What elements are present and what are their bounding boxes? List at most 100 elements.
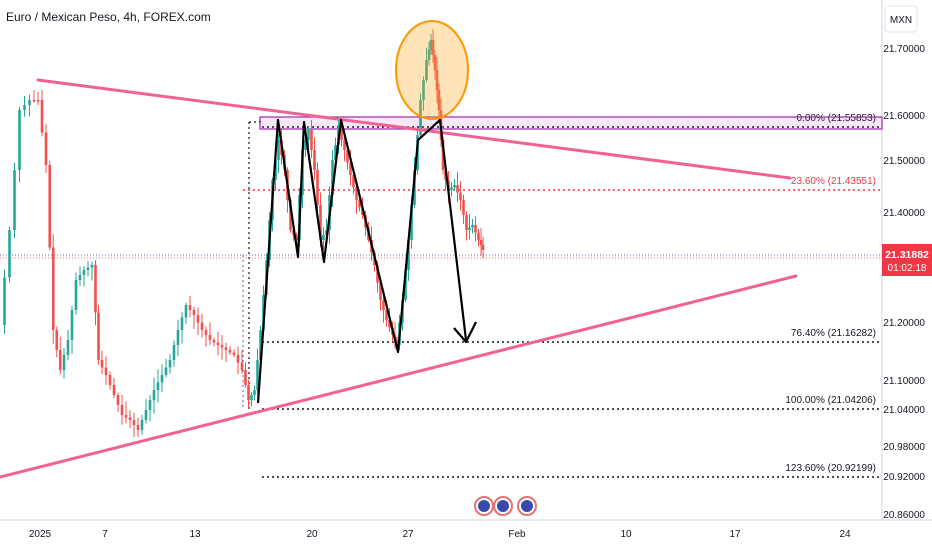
candle-body — [8, 230, 11, 278]
candle-body — [404, 270, 407, 300]
fib-label: 23.60% (21.43551) — [791, 176, 876, 187]
bar-countdown: 01:02:18 — [888, 263, 927, 274]
candle-body — [358, 200, 361, 208]
pattern-zigzag — [256, 118, 468, 404]
upper-trendline — [36, 78, 792, 180]
candle-body — [247, 385, 250, 400]
candle-body — [176, 330, 180, 345]
fib-label: 123.60% (20.92199) — [785, 463, 876, 474]
candle-body — [132, 420, 136, 425]
candle-body — [228, 350, 232, 353]
y-tick-label: 21.50000 — [883, 156, 925, 167]
candle-body — [97, 312, 100, 360]
candle-body — [204, 330, 208, 335]
x-tick-label: 2025 — [29, 529, 52, 540]
candle-body — [100, 360, 104, 368]
y-tick-label: 21.70000 — [883, 44, 925, 55]
candle-body — [453, 185, 456, 188]
candle-body — [172, 345, 176, 360]
x-tick-label: 27 — [402, 529, 414, 540]
candle-body — [66, 340, 70, 355]
candle-body — [232, 352, 236, 355]
candle-body — [244, 370, 247, 385]
candle-body — [427, 50, 431, 60]
candle-body — [13, 170, 16, 230]
candle-body — [82, 270, 86, 275]
candle-body — [479, 240, 483, 245]
candle-body — [18, 110, 21, 170]
highlight-circle — [395, 20, 469, 120]
candle-body — [164, 367, 168, 375]
candle-body — [212, 340, 216, 343]
candle-body — [58, 350, 62, 370]
candle-body — [289, 200, 292, 230]
candle-body — [112, 385, 116, 395]
currency-label: MXN — [890, 15, 912, 26]
y-tick-label: 21.60000 — [883, 111, 925, 122]
y-tick-label: 21.40000 — [883, 208, 925, 219]
fib-label: 100.00% (21.04206) — [785, 395, 876, 406]
x-tick-label: 20 — [306, 529, 318, 540]
candle-body — [346, 150, 349, 163]
x-tick-label: 10 — [620, 529, 632, 540]
candle-body — [216, 342, 220, 345]
candle-body — [395, 340, 399, 345]
candle-body — [319, 205, 322, 240]
y-tick-label: 20.86000 — [883, 510, 925, 521]
pattern-arrow-head — [453, 321, 477, 344]
resistance-zone — [259, 116, 883, 130]
candle-body — [94, 265, 97, 313]
candle-body — [208, 335, 212, 340]
candle-body — [168, 360, 172, 368]
x-tick-label: 24 — [839, 529, 851, 540]
candle-body — [192, 310, 196, 315]
candle-body — [441, 140, 445, 170]
candle-body — [388, 320, 391, 328]
candle-body — [465, 215, 468, 230]
candle-body — [456, 185, 459, 193]
candle-body — [28, 100, 31, 105]
candle-body — [277, 140, 280, 160]
candle-body — [44, 132, 48, 165]
candle-body — [313, 150, 316, 170]
candle-body — [51, 247, 55, 330]
candle-body — [40, 100, 44, 133]
candle-body — [253, 390, 256, 395]
candle-body — [334, 145, 337, 160]
candle-body — [425, 60, 428, 80]
candle-body — [250, 395, 253, 400]
candle-body — [236, 355, 240, 363]
candle-body — [108, 375, 112, 385]
candle-body — [240, 362, 244, 370]
x-tick-label: 7 — [102, 529, 108, 540]
candle-body — [429, 40, 433, 50]
candle-body — [144, 410, 148, 420]
y-tick-label: 21.04000 — [883, 405, 925, 416]
candle-body — [407, 240, 410, 270]
y-tick-label: 21.20000 — [883, 318, 925, 329]
candle-body — [468, 227, 471, 230]
candle-body — [471, 225, 474, 228]
candle-body — [349, 162, 352, 175]
symbol-title: Euro / Mexican Peso, 4h, FOREX.com — [6, 10, 211, 24]
candle-body — [304, 140, 307, 150]
candle-body — [410, 205, 413, 240]
candle-body — [70, 310, 74, 340]
x-tick-label: Feb — [508, 529, 526, 540]
candle-body — [481, 245, 485, 250]
candle-body — [474, 225, 477, 233]
candle-body — [379, 282, 382, 300]
candle-body — [310, 130, 313, 150]
candle-body — [459, 192, 462, 200]
currency-box — [884, 5, 918, 33]
lower-trendline — [0, 274, 798, 479]
candle-body — [184, 305, 188, 318]
candle-body — [48, 165, 52, 248]
candle-body — [104, 367, 108, 375]
candle-body — [32, 100, 36, 102]
candle-body — [3, 277, 6, 325]
last-price-tag — [882, 244, 932, 276]
candle-body — [355, 187, 358, 200]
